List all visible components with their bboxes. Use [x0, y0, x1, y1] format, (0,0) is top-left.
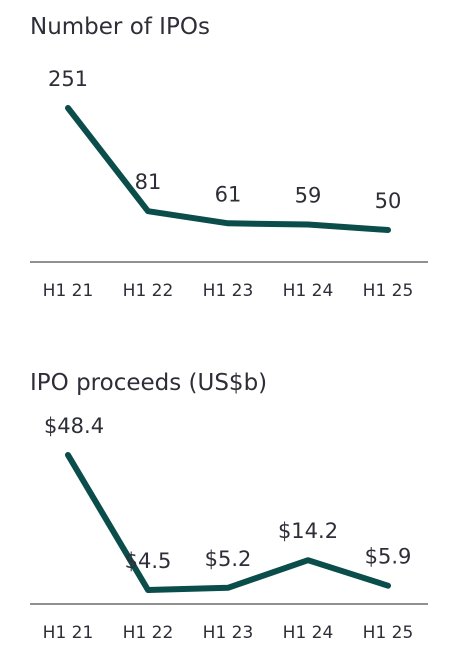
chart-title-ipo-count: Number of IPOs: [30, 14, 210, 40]
ipo-proceeds-data-label: $5.2: [205, 547, 252, 571]
ipo-proceeds-tick-label: H1 23: [203, 623, 254, 643]
ipo-count-data-point: [67, 107, 69, 109]
ipo-count-tick-label: H1 21: [43, 281, 94, 301]
ipo-proceeds-tick-label: H1 22: [123, 623, 174, 643]
ipo-proceeds-data-label: $4.5: [125, 549, 172, 573]
ipo-count-data-point: [387, 229, 389, 231]
ipo-count-data-point: [307, 224, 309, 225]
ipo-proceeds-tick-label: H1 25: [363, 623, 414, 643]
ipo-proceeds-data-point: [387, 585, 389, 587]
ipo-proceeds-data-point: [227, 587, 229, 589]
ipo-proceeds-data-label: $14.2: [278, 519, 338, 543]
ipo-proceeds-data-label: $48.4: [44, 414, 104, 438]
ipo-count-tick-label: H1 23: [203, 281, 254, 301]
ipo-count-data-label: 61: [215, 182, 242, 206]
ipo-proceeds-data-label: $5.9: [365, 545, 412, 569]
ipo-count-data-point: [227, 222, 229, 224]
ipo-count-data-label: 59: [295, 184, 322, 208]
ipo-count-line-chart: 251 H1 21 81 H1 22 61 H1 23 59 H1 24 50 H1 25: [30, 67, 428, 301]
ipo-count-tick-label: H1 22: [123, 281, 174, 301]
ipo-proceeds-tick-label: H1 21: [43, 623, 94, 643]
ipo-count-tick-label: H1 25: [363, 281, 414, 301]
ipo-count-data-label: 50: [375, 189, 402, 213]
ipo-count-data-label: 81: [135, 170, 162, 194]
ipo-proceeds-data-point: [307, 559, 309, 561]
chart-title-ipo-proceeds: IPO proceeds (US$b): [30, 370, 268, 396]
ipo-count-tick-label: H1 24: [283, 281, 334, 301]
ipo-proceeds-tick-label: H1 24: [283, 623, 334, 643]
ipo-count-data-point: [147, 210, 149, 212]
ipo-proceeds-data-point: [67, 454, 69, 456]
ipo-count-data-label: 251: [48, 67, 88, 91]
ipo-proceeds-data-point: [147, 589, 149, 591]
